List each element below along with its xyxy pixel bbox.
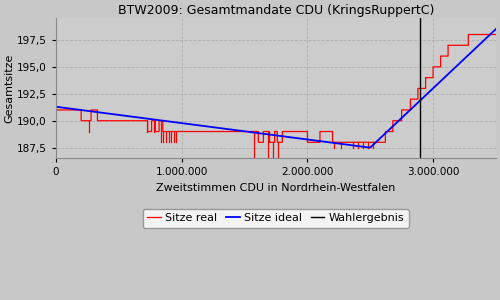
Sitze real	[400, 108, 406, 112]
Sitze real	[480, 33, 486, 36]
Sitze real	[255, 130, 261, 133]
Sitze real	[493, 33, 499, 36]
Legend: Sitze real, Sitze ideal, Wahlergebnis: Sitze real, Sitze ideal, Wahlergebnis	[143, 209, 408, 228]
Sitze ideal	[493, 27, 499, 31]
Sitze ideal	[255, 131, 261, 135]
Line: Sitze ideal: Sitze ideal	[56, 29, 496, 148]
Sitze real	[76, 108, 82, 112]
Sitze ideal	[76, 108, 82, 112]
X-axis label: Zweitstimmen CDU in Nordrhein-Westfalen: Zweitstimmen CDU in Nordrhein-Westfalen	[156, 183, 396, 193]
Y-axis label: Gesamtsitze: Gesamtsitze	[4, 54, 14, 123]
Sitze real	[466, 33, 471, 36]
Sitze ideal	[367, 146, 373, 149]
Sitze ideal	[400, 115, 406, 119]
Title: BTW2009: Gesamtmandate CDU (KringsRuppertC): BTW2009: Gesamtmandate CDU (KringsRupper…	[118, 4, 434, 17]
Sitze real	[53, 108, 59, 112]
Line: Sitze real: Sitze real	[56, 34, 496, 142]
Sitze ideal	[480, 39, 486, 43]
Sitze ideal	[480, 39, 486, 43]
Sitze real	[267, 140, 273, 144]
Sitze ideal	[53, 105, 59, 109]
Sitze ideal	[267, 133, 273, 136]
Sitze real	[256, 140, 262, 144]
Sitze real	[480, 33, 486, 36]
